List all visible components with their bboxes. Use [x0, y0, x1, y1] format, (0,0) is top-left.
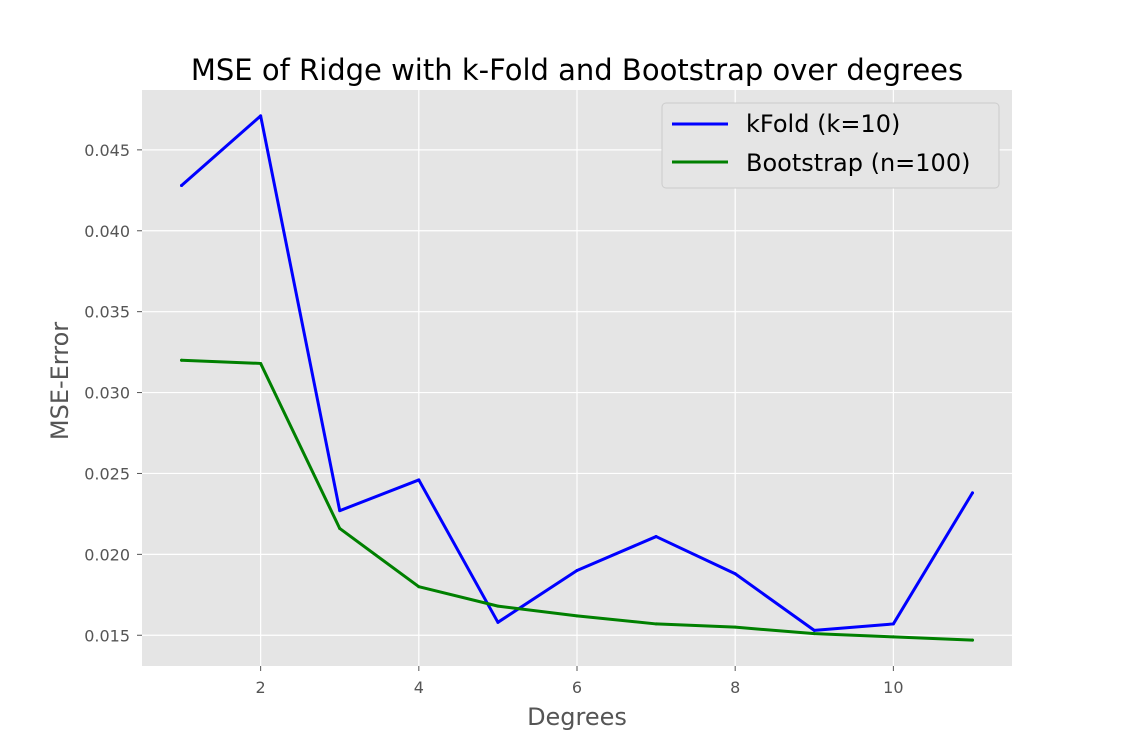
data-point-bootstrap: [812, 632, 816, 636]
data-point-kfold: [891, 622, 895, 626]
y-tick-label: 0.040: [84, 222, 130, 241]
data-point-kfold: [970, 491, 974, 495]
x-tick-label: 6: [572, 678, 582, 697]
data-point-bootstrap: [733, 625, 737, 629]
x-tick-label: 2: [256, 678, 266, 697]
x-tick-label: 4: [414, 678, 424, 697]
data-point-bootstrap: [891, 635, 895, 639]
data-point-bootstrap: [259, 361, 263, 365]
data-point-kfold: [338, 509, 342, 513]
data-point-bootstrap: [338, 526, 342, 530]
legend: kFold (k=10) Bootstrap (n=100): [661, 102, 1000, 189]
x-axis-label: Degrees: [527, 703, 627, 731]
y-axis-label: MSE-Error: [46, 322, 74, 440]
chart-title: MSE of Ridge with k-Fold and Bootstrap o…: [191, 53, 963, 87]
data-point-bootstrap: [180, 358, 184, 362]
y-tick-label: 0.025: [84, 464, 130, 483]
data-point-bootstrap: [575, 614, 579, 618]
data-point-bootstrap: [654, 622, 658, 626]
data-point-kfold: [812, 628, 816, 632]
y-tick-label: 0.045: [84, 141, 130, 160]
data-point-bootstrap: [496, 604, 500, 608]
y-tick-label: 0.020: [84, 545, 130, 564]
y-tick-label: 0.030: [84, 384, 130, 403]
x-tick-label: 10: [883, 678, 903, 697]
y-ticks: 0.015 0.020 0.025 0.030 0.035 0.040 0.045: [84, 141, 142, 645]
data-point-kfold: [417, 478, 421, 482]
data-point-kfold: [575, 569, 579, 573]
data-point-kfold: [180, 183, 184, 187]
legend-box: [661, 102, 1000, 189]
legend-label-kfold: kFold (k=10): [746, 110, 900, 138]
data-point-kfold: [496, 620, 500, 624]
legend-label-bootstrap: Bootstrap (n=100): [746, 149, 970, 177]
data-point-bootstrap: [417, 585, 421, 589]
data-point-bootstrap: [970, 638, 974, 642]
data-point-kfold: [733, 572, 737, 576]
data-point-kfold: [259, 114, 263, 118]
y-tick-label: 0.015: [84, 626, 130, 645]
x-ticks: 2 4 6 8 10: [256, 666, 904, 697]
grid: [142, 90, 1012, 666]
series-group: [180, 114, 974, 642]
data-point-kfold: [654, 535, 658, 539]
y-tick-label: 0.035: [84, 303, 130, 322]
x-tick-label: 8: [730, 678, 740, 697]
